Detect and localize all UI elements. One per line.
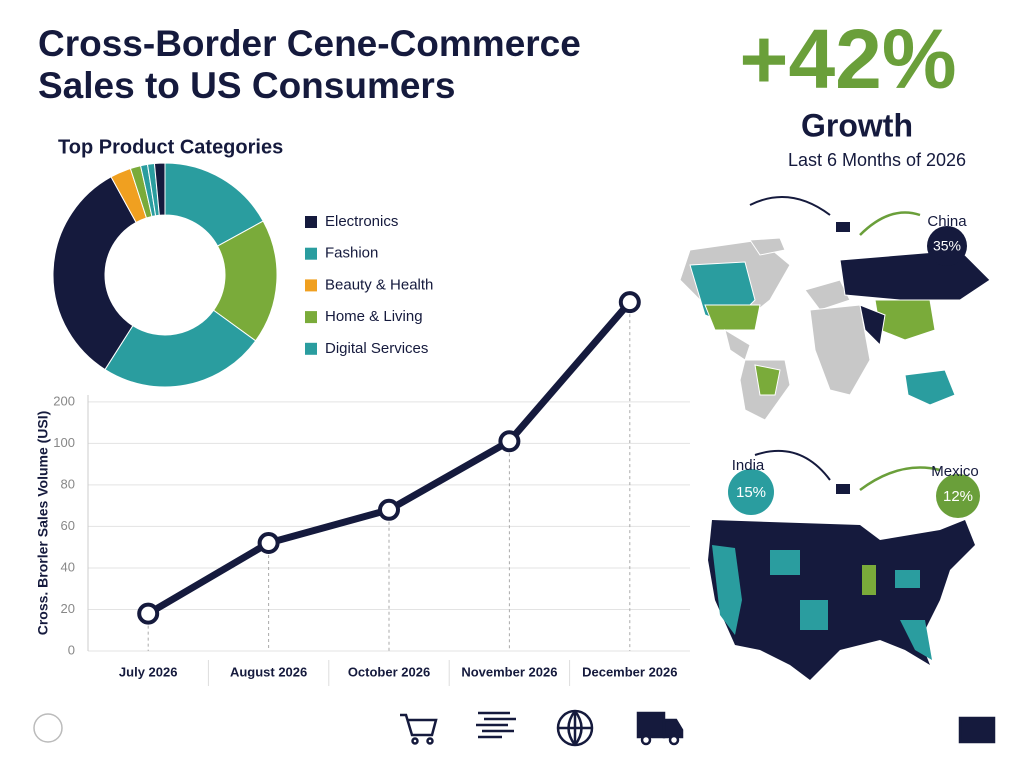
line-point	[257, 532, 280, 555]
line-point	[618, 291, 641, 314]
legend-label: Beauty & Health	[325, 276, 433, 293]
donut-slice	[52, 176, 137, 371]
donut-slice	[104, 309, 257, 388]
growth-label: Growth	[801, 107, 913, 143]
legend-swatch	[305, 342, 317, 355]
y-tick-label: 200	[53, 393, 75, 408]
legend-swatch	[305, 279, 317, 292]
map-badge	[927, 226, 967, 266]
legend-swatch	[305, 247, 317, 260]
x-tick-label: October 2026	[348, 664, 430, 679]
growth-period: Last 6 Months of 2026	[788, 150, 966, 170]
line-point	[498, 430, 521, 453]
legend-label: Home & Living	[325, 308, 423, 325]
line-point	[378, 498, 400, 521]
map-badge	[728, 469, 774, 515]
map-label: Mexico	[931, 463, 979, 480]
y-axis-label: Cross. Brorler Sales Volume (USI)	[35, 411, 51, 636]
y-tick-label: 20	[61, 601, 75, 616]
map-share: 35%	[933, 238, 961, 254]
map-share: 12%	[943, 488, 973, 505]
line-point	[137, 602, 160, 625]
map-label: India	[732, 457, 765, 474]
legend-swatch	[305, 216, 317, 228]
x-tick-label: November 2026	[461, 664, 557, 679]
x-tick-label: December 2026	[582, 664, 677, 679]
y-tick-label: 40	[61, 559, 75, 574]
growth-value: +42%	[739, 12, 956, 106]
title-line: Sales to US Consumers	[38, 65, 455, 106]
map-label: China	[927, 213, 967, 230]
donut-title: Top Product Categories	[58, 136, 283, 158]
legend-label: Fashion	[325, 245, 378, 262]
bottom-icons	[33, 709, 996, 747]
y-tick-label: 80	[61, 476, 75, 491]
us-map	[708, 449, 975, 680]
y-tick-label: 100	[53, 435, 75, 450]
donut-slice	[153, 162, 166, 216]
map-badge	[936, 474, 980, 518]
legend-swatch	[305, 311, 317, 324]
title-line: Cross-Border Cene-Commerce	[38, 23, 581, 64]
y-tick-label: 0	[68, 642, 75, 657]
map-share: 15%	[736, 484, 766, 501]
x-tick-label: July 2026	[119, 664, 178, 679]
legend-label: Digital Services	[325, 340, 428, 357]
legend-label: Electronics	[325, 213, 398, 230]
world-map	[679, 196, 991, 421]
y-tick-label: 60	[61, 518, 75, 533]
x-tick-label: August 2026	[230, 664, 307, 679]
